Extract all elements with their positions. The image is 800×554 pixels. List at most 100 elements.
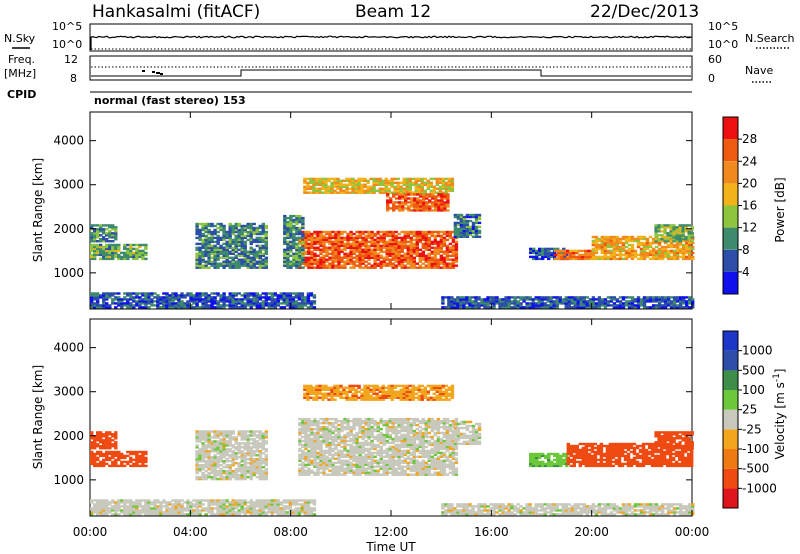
heatmap-cell xyxy=(213,454,217,457)
heatmap-cell xyxy=(672,306,677,309)
heatmap-cell xyxy=(397,248,401,251)
heatmap-cell xyxy=(174,503,178,506)
heatmap-cell xyxy=(261,444,265,447)
heatmap-cell xyxy=(606,255,611,259)
heatmap-cell xyxy=(325,246,329,249)
heatmap-cell xyxy=(129,302,133,305)
heatmap-cell xyxy=(606,249,611,253)
heatmap-cell xyxy=(135,450,139,454)
heatmap-cell xyxy=(609,300,614,303)
heatmap-cell xyxy=(315,187,319,190)
heatmap-cell xyxy=(566,255,570,259)
heatmap-cell xyxy=(424,244,428,248)
heatmap-cell xyxy=(322,262,326,265)
heatmap-cell xyxy=(282,296,286,299)
heatmap-cell xyxy=(231,473,235,477)
heatmap-cell xyxy=(309,511,314,514)
heatmap-cell xyxy=(424,242,428,246)
heatmap-cell xyxy=(228,505,232,508)
heatmap-cell xyxy=(639,253,644,257)
heatmap-cell xyxy=(258,306,262,309)
heatmap-cell xyxy=(364,250,368,253)
heatmap-cell xyxy=(240,232,244,236)
heatmap-cell xyxy=(555,300,559,303)
heatmap-cell xyxy=(621,253,626,257)
sky-right-tick-bottom: 10^0 xyxy=(708,38,738,51)
heatmap-cell xyxy=(186,499,190,502)
heatmap-cell xyxy=(444,191,449,194)
heatmap-cell xyxy=(682,251,686,255)
heatmap-cell xyxy=(210,250,214,253)
colorbar-segment xyxy=(723,205,738,228)
heatmap-cell xyxy=(307,250,311,253)
heatmap-cell xyxy=(398,203,402,206)
heatmap-cell xyxy=(219,511,223,514)
heatmap-cell xyxy=(117,253,121,257)
heatmap-cell xyxy=(204,242,208,246)
heatmap-cell xyxy=(346,260,350,263)
heatmap-cell xyxy=(400,266,404,269)
heatmap-cell xyxy=(358,230,362,234)
heatmap-cell xyxy=(376,262,380,265)
heatmap-cell xyxy=(261,222,265,226)
heatmap-cell xyxy=(264,499,268,502)
heatmap-cell xyxy=(141,306,145,309)
heatmap-cell xyxy=(394,252,398,255)
heatmap-cell xyxy=(309,501,314,504)
heatmap-cell xyxy=(207,446,211,449)
heatmap-cell xyxy=(225,434,229,437)
heatmap-cell xyxy=(373,244,377,248)
heatmap-cell xyxy=(361,252,365,255)
heatmap-cell xyxy=(289,254,293,257)
heatmap-cell xyxy=(195,475,199,479)
heatmap-cell xyxy=(105,245,109,249)
heatmap-cell xyxy=(249,511,253,514)
heatmap-cell xyxy=(681,234,685,237)
heatmap-cell xyxy=(367,244,371,248)
heatmap-cell xyxy=(428,207,432,210)
heatmap-cell xyxy=(603,247,608,251)
heatmap-cell xyxy=(279,306,283,309)
heatmap-cell xyxy=(213,501,217,504)
heatmap-cell xyxy=(240,242,244,246)
heatmap-cell xyxy=(594,243,599,247)
heatmap-cell xyxy=(283,264,287,267)
heatmap-cell xyxy=(234,250,238,253)
heatmap-cell xyxy=(168,302,172,305)
heatmap-cell xyxy=(207,505,211,508)
heatmap-cell xyxy=(400,230,404,234)
heatmap-cell xyxy=(453,306,457,309)
heatmap-cell xyxy=(105,452,109,456)
heatmap-cell xyxy=(657,224,661,227)
heatmap-cell xyxy=(261,473,265,477)
heatmap-cell xyxy=(410,201,414,204)
heatmap-cell xyxy=(447,187,452,190)
heatmap-cell xyxy=(225,296,229,299)
heatmap-cell xyxy=(99,245,103,249)
heatmap-cell xyxy=(407,197,411,200)
heatmap-cell xyxy=(624,241,629,245)
heatmap-cell xyxy=(555,306,559,309)
heatmap-cell xyxy=(591,302,596,305)
heatmap-cell xyxy=(231,464,235,467)
heatmap-cell xyxy=(381,189,385,192)
heatmap-cell xyxy=(342,185,346,188)
heatmap-cell xyxy=(198,230,202,234)
heatmap-cell xyxy=(225,230,229,234)
heatmap-cell xyxy=(409,262,413,265)
heatmap-cell xyxy=(198,511,202,514)
heatmap-cell xyxy=(298,264,302,267)
heatmap-cell xyxy=(609,257,614,261)
heatmap-cell xyxy=(453,221,458,225)
heatmap-cell xyxy=(462,300,466,303)
heatmap-cell xyxy=(204,438,208,441)
heatmap-cell xyxy=(361,254,365,257)
heatmap-cell xyxy=(249,464,253,467)
heatmap-cell xyxy=(261,469,265,473)
heatmap-cell xyxy=(204,292,208,295)
heatmap-cell xyxy=(310,244,314,248)
heatmap-cell xyxy=(243,466,247,469)
heatmap-cell xyxy=(111,249,115,253)
heatmap-cell xyxy=(322,256,326,259)
heatmap-cell xyxy=(123,456,127,460)
